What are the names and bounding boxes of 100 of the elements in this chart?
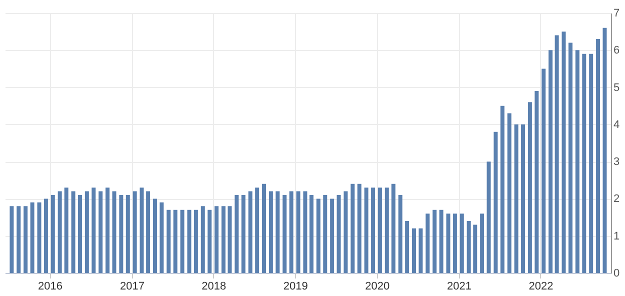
bar <box>371 188 376 273</box>
bar <box>554 35 559 273</box>
y-tick-label: 2 <box>614 193 620 206</box>
bar <box>562 32 566 273</box>
bar <box>84 191 89 273</box>
bar <box>194 210 198 273</box>
bar <box>71 191 76 273</box>
x-tick-label: 2016 <box>38 280 63 292</box>
bar <box>412 228 416 273</box>
bar <box>336 195 341 273</box>
bar <box>173 210 178 273</box>
bar <box>575 50 580 273</box>
bar <box>10 206 14 273</box>
bar <box>494 132 498 273</box>
bar <box>132 191 137 273</box>
bar <box>268 191 273 273</box>
bar <box>255 188 260 273</box>
bar <box>398 195 402 273</box>
bar <box>391 184 396 273</box>
bar <box>378 188 382 273</box>
bar <box>221 206 226 273</box>
bar <box>602 28 607 273</box>
bar <box>289 191 294 273</box>
bar <box>92 188 96 273</box>
bar <box>146 191 150 273</box>
bar <box>166 210 171 273</box>
bar <box>276 191 280 273</box>
bar <box>234 195 239 273</box>
bar <box>460 214 464 273</box>
bar <box>214 206 219 273</box>
y-tick-label: 4 <box>614 118 620 131</box>
bar <box>140 188 144 273</box>
bar <box>432 210 437 273</box>
bar <box>24 206 28 273</box>
bar <box>364 188 368 273</box>
bar <box>589 54 594 273</box>
bar <box>126 195 130 273</box>
bar <box>30 202 34 273</box>
bar <box>152 198 157 273</box>
bar <box>106 188 110 273</box>
bar <box>58 191 62 273</box>
bar <box>418 228 423 273</box>
bar <box>228 206 232 273</box>
bar <box>514 124 518 273</box>
bar <box>384 188 389 273</box>
bar <box>241 195 246 273</box>
bar <box>248 191 252 273</box>
bar <box>350 184 355 273</box>
bar <box>542 68 546 273</box>
bar <box>596 39 600 273</box>
bar <box>50 195 55 273</box>
x-tick-label: 2018 <box>202 280 226 292</box>
bar <box>16 206 21 273</box>
y-tick-label: 3 <box>614 156 620 168</box>
bar <box>405 221 410 273</box>
y-tick-label: 5 <box>614 82 620 94</box>
bar <box>446 214 450 273</box>
y-tick-label: 1 <box>614 230 620 242</box>
y-tick-label: 0 <box>614 268 620 280</box>
bar <box>548 50 553 273</box>
bar <box>119 195 124 273</box>
bar <box>344 191 348 273</box>
bar <box>500 106 504 273</box>
x-tick-label: 2021 <box>447 280 472 292</box>
bar <box>200 206 205 273</box>
bar <box>426 214 430 273</box>
x-tick-label: 2022 <box>528 280 554 292</box>
bar <box>316 198 320 273</box>
bar <box>296 191 300 273</box>
x-tick-label: 2017 <box>120 280 144 292</box>
bar <box>582 54 586 273</box>
bar <box>262 184 266 273</box>
bar <box>466 221 471 273</box>
bar <box>452 214 457 273</box>
bar <box>568 42 572 273</box>
bar <box>323 195 328 273</box>
y-tick-label: 7 <box>614 8 620 20</box>
bar <box>64 188 68 273</box>
bar <box>309 195 314 273</box>
bar <box>44 198 48 273</box>
bar <box>112 191 116 273</box>
bar <box>187 210 192 273</box>
bar <box>37 202 42 273</box>
bar <box>78 195 82 273</box>
bar <box>480 214 484 273</box>
y-tick-label: 6 <box>614 44 620 57</box>
x-tick-label: 2019 <box>283 280 308 292</box>
bar <box>507 113 512 273</box>
bar <box>439 210 444 273</box>
bar <box>98 191 103 273</box>
bar <box>534 91 539 273</box>
bar <box>528 102 532 273</box>
bar <box>303 191 308 273</box>
bar <box>208 210 212 273</box>
bar <box>330 198 334 273</box>
bar <box>160 202 164 273</box>
bar <box>473 224 478 273</box>
bar <box>486 162 491 273</box>
bar <box>357 184 362 273</box>
bar <box>180 210 184 273</box>
